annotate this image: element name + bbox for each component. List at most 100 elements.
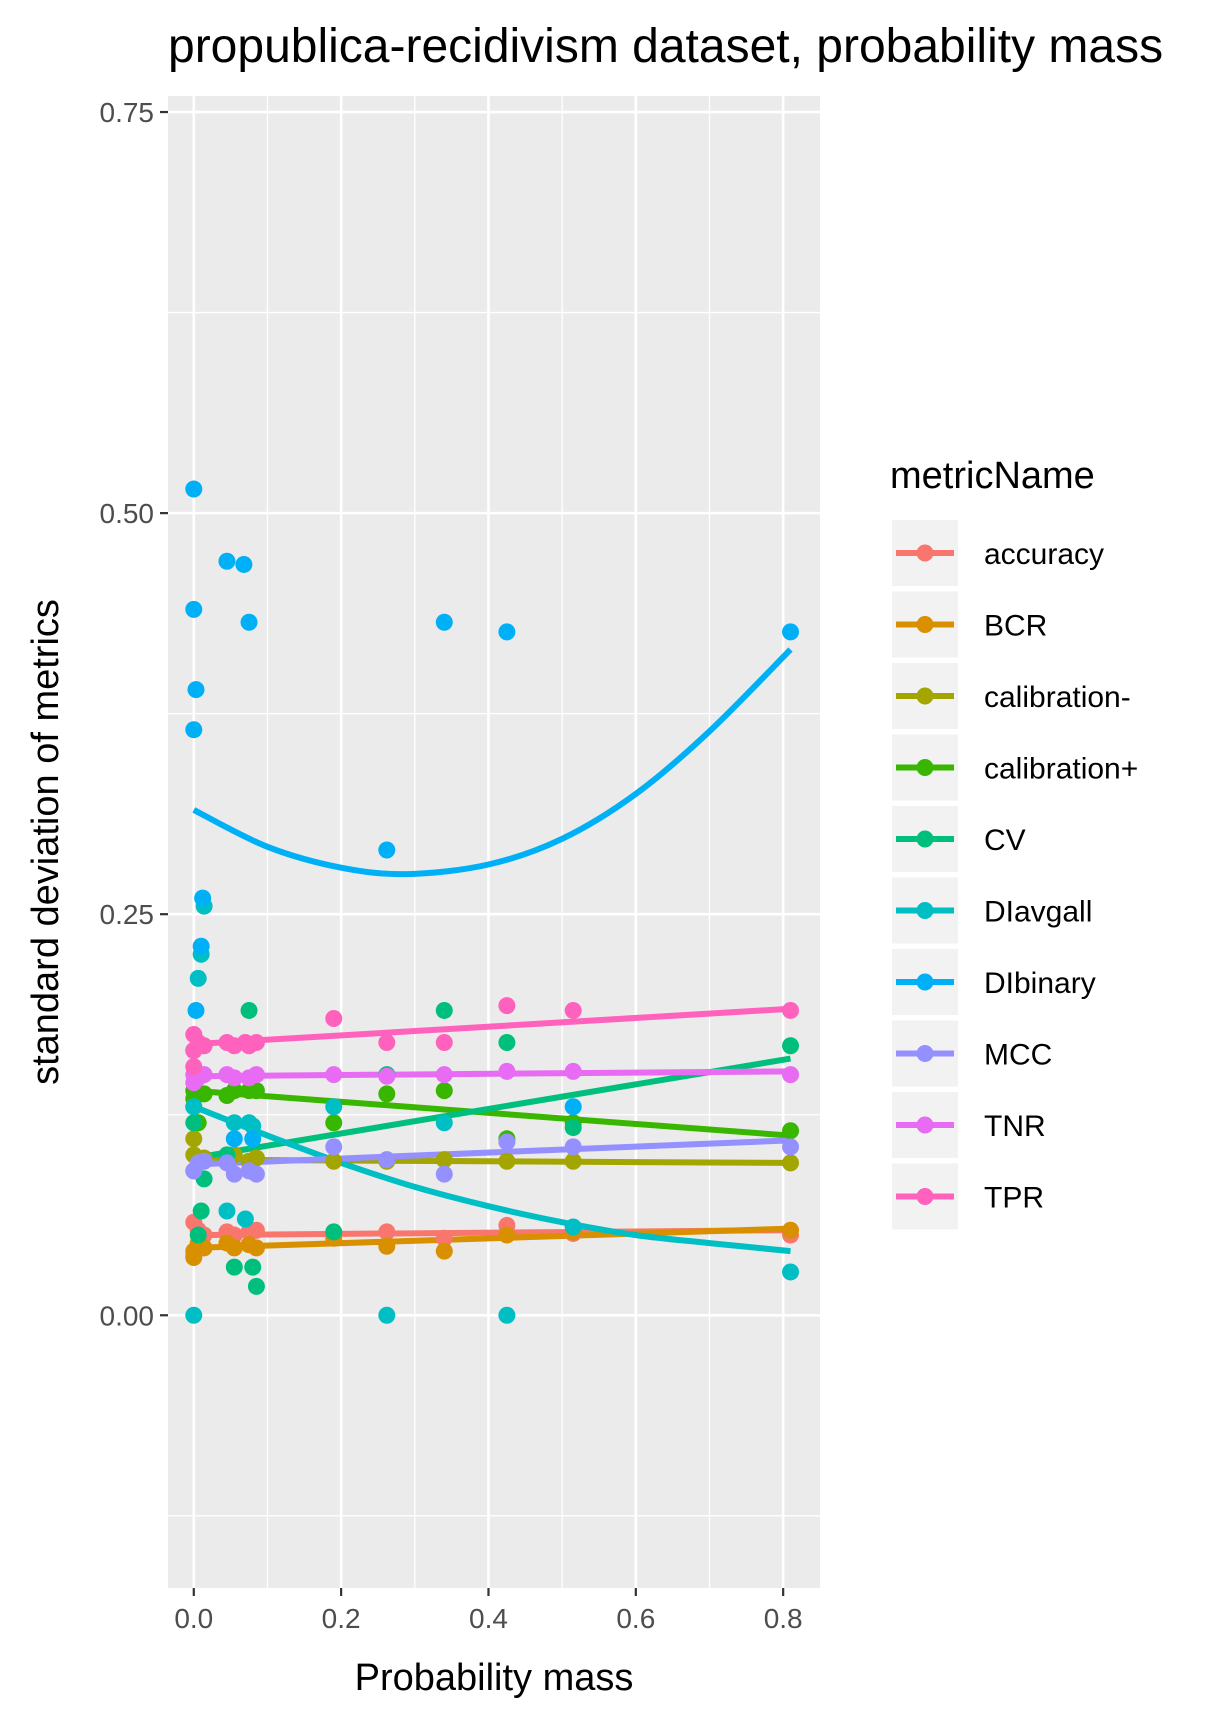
point-DIbinary bbox=[378, 841, 396, 859]
point-TPR bbox=[185, 1058, 203, 1076]
point-CV bbox=[185, 1114, 203, 1132]
point-TPR bbox=[378, 1034, 396, 1052]
point-calibration- bbox=[185, 1130, 203, 1148]
point-MCC bbox=[782, 1138, 800, 1156]
legend-label-TNR: TNR bbox=[984, 1110, 1046, 1143]
point-DIavgall bbox=[244, 1117, 262, 1135]
point-DIbinary bbox=[244, 1130, 262, 1148]
point-BCR bbox=[378, 1237, 396, 1255]
chart-title: propublica-recidivism dataset, probabili… bbox=[168, 20, 1163, 73]
plot-panel bbox=[168, 96, 820, 1588]
legend-key-point bbox=[916, 830, 934, 848]
x-tick-label: 0.6 bbox=[616, 1603, 655, 1634]
x-tick-label: 0.8 bbox=[764, 1603, 803, 1634]
point-calibration+ bbox=[378, 1085, 396, 1103]
point-BCR bbox=[498, 1226, 516, 1244]
point-DIavgall bbox=[498, 1306, 516, 1324]
point-TNR bbox=[435, 1066, 453, 1084]
point-DIbinary bbox=[185, 600, 203, 618]
point-CV bbox=[782, 1037, 800, 1055]
axes: 0.0 0.2 0.4 0.6 0.8 0.00 0.25 0.50 0.75 bbox=[100, 97, 803, 1634]
point-MCC bbox=[435, 1165, 453, 1183]
point-TPR bbox=[564, 1001, 582, 1019]
legend-label-calibration+: calibration+ bbox=[984, 753, 1138, 786]
trend-line-BCR bbox=[193, 1225, 791, 1251]
point-calibration- bbox=[498, 1152, 516, 1170]
point-DIbinary bbox=[192, 937, 210, 955]
point-CV bbox=[192, 1202, 210, 1220]
point-CV bbox=[189, 1226, 207, 1244]
point-TPR bbox=[325, 1009, 343, 1027]
point-TNR bbox=[564, 1062, 582, 1080]
point-accuracy bbox=[247, 1221, 265, 1239]
trend-line-DIavgall bbox=[192, 1103, 791, 1255]
point-MCC bbox=[378, 1151, 396, 1169]
point-MCC bbox=[225, 1165, 243, 1183]
point-MCC bbox=[195, 1152, 213, 1170]
legend-label-accuracy: accuracy bbox=[984, 538, 1104, 571]
point-BCR bbox=[225, 1239, 243, 1257]
point-calibration- bbox=[435, 1151, 453, 1169]
point-calibration- bbox=[564, 1152, 582, 1170]
point-CV bbox=[435, 1001, 453, 1019]
point-calibration+ bbox=[435, 1082, 453, 1100]
point-calibration+ bbox=[195, 1085, 213, 1103]
point-CV bbox=[225, 1258, 243, 1276]
trend-line-TNR bbox=[193, 1068, 791, 1080]
point-DIbinary bbox=[564, 1098, 582, 1116]
point-DIbinary bbox=[187, 1001, 205, 1019]
point-calibration+ bbox=[247, 1082, 265, 1100]
point-accuracy bbox=[435, 1229, 453, 1247]
point-DIavgall bbox=[378, 1306, 396, 1324]
point-TPR bbox=[498, 997, 516, 1015]
y-tick-label: 0.00 bbox=[100, 1300, 155, 1331]
legend-label-MCC: MCC bbox=[984, 1039, 1052, 1072]
x-axis-title: Probability mass bbox=[355, 1657, 634, 1699]
point-DIbinary bbox=[185, 480, 203, 498]
point-TPR bbox=[247, 1034, 265, 1052]
point-DIbinary bbox=[218, 552, 236, 570]
point-BCR bbox=[247, 1239, 265, 1257]
point-TPR bbox=[195, 1037, 213, 1055]
point-DIbinary bbox=[782, 623, 800, 641]
point-calibration- bbox=[247, 1149, 265, 1167]
legend: metricName accuracy BCR calibration-calibr… bbox=[890, 455, 1138, 1230]
point-calibration+ bbox=[325, 1114, 343, 1132]
legend-label-TPR: TPR bbox=[984, 1182, 1044, 1215]
point-DIbinary bbox=[498, 623, 516, 641]
point-CV bbox=[564, 1119, 582, 1137]
point-calibration+ bbox=[782, 1122, 800, 1140]
point-BCR bbox=[435, 1242, 453, 1260]
point-accuracy bbox=[378, 1223, 396, 1241]
legend-label-calibration-: calibration- bbox=[984, 681, 1131, 714]
trend-line-calibration+ bbox=[193, 1087, 791, 1139]
point-TNR bbox=[378, 1067, 396, 1085]
trend-line-MCC bbox=[193, 1137, 791, 1168]
trend-line-DIbinary bbox=[192, 647, 793, 878]
point-CV bbox=[498, 1034, 516, 1052]
point-TNR bbox=[225, 1069, 243, 1087]
point-DIavgall bbox=[782, 1263, 800, 1281]
point-MCC bbox=[564, 1138, 582, 1156]
point-CV bbox=[325, 1223, 343, 1241]
y-tick-label: 0.25 bbox=[100, 899, 155, 930]
point-BCR bbox=[195, 1239, 213, 1257]
point-DIbinary bbox=[194, 889, 212, 907]
point-DIbinary bbox=[240, 613, 258, 631]
point-calibration- bbox=[325, 1152, 343, 1170]
point-MCC bbox=[325, 1138, 343, 1156]
trend-line-TPR bbox=[193, 1005, 791, 1048]
point-DIbinary bbox=[185, 721, 203, 739]
point-DIavgall bbox=[185, 1098, 203, 1116]
point-DIavgall bbox=[225, 1114, 243, 1132]
legend-key-point bbox=[916, 973, 934, 991]
point-calibration- bbox=[782, 1154, 800, 1172]
legend-label-DIavgall: DIavgall bbox=[984, 896, 1092, 929]
point-BCR bbox=[782, 1221, 800, 1239]
point-DIavgall bbox=[325, 1098, 343, 1116]
point-MCC bbox=[247, 1165, 265, 1183]
legend-label-CV: CV bbox=[984, 824, 1026, 857]
point-DIavgall bbox=[189, 969, 207, 987]
x-tick-label: 0.0 bbox=[174, 1603, 213, 1634]
